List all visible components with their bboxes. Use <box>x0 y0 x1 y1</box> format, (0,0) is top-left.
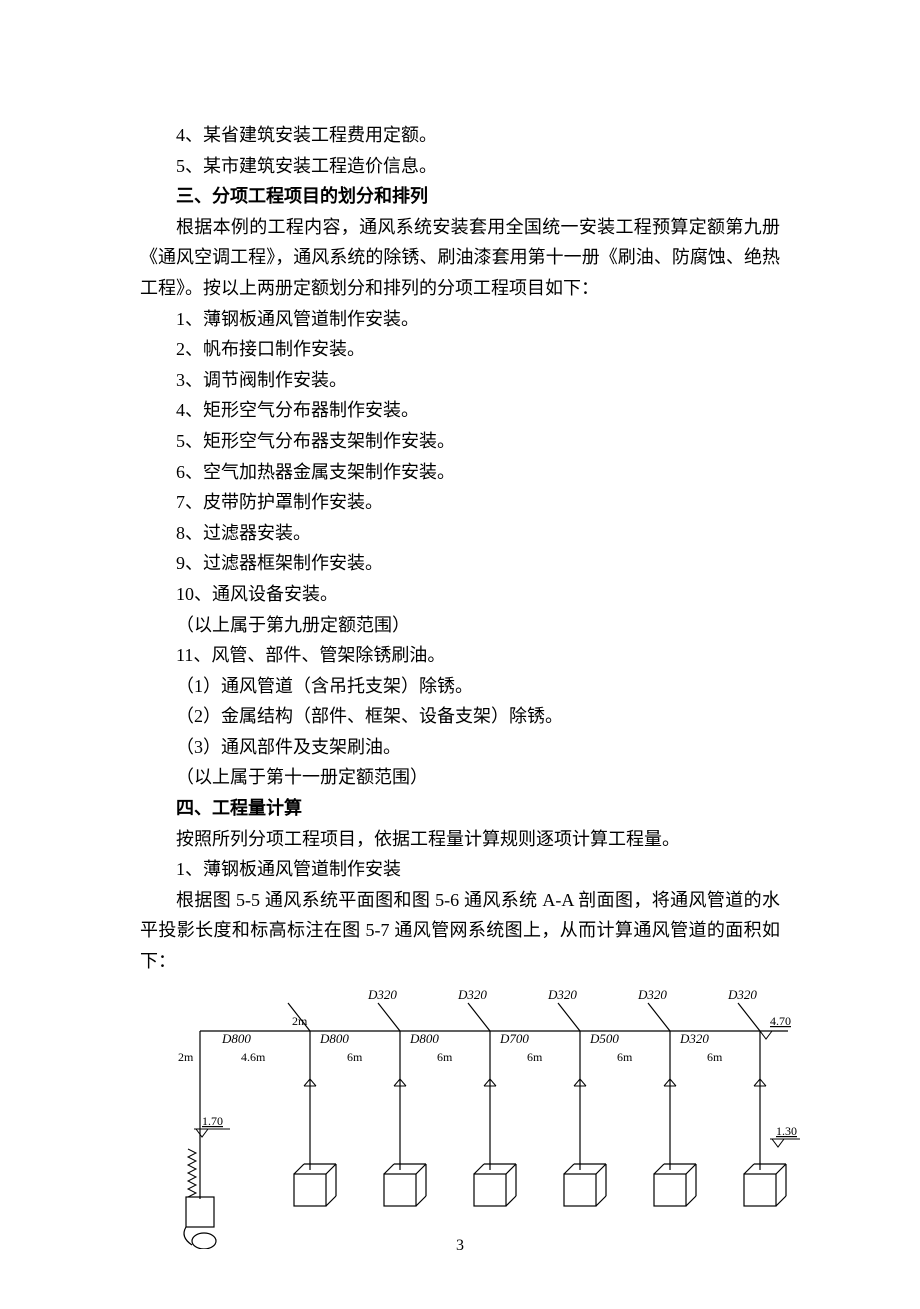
svg-text:D320: D320 <box>679 1031 709 1046</box>
s3-item-1: 1、薄钢板通风管道制作安装。 <box>140 304 780 335</box>
svg-text:6m: 6m <box>347 1050 363 1064</box>
s3-item-9: 9、过滤器框架制作安装。 <box>140 548 780 579</box>
svg-text:D800: D800 <box>221 1031 251 1046</box>
svg-text:D320: D320 <box>547 989 577 1002</box>
pre-item-4: 4、某省建筑安装工程费用定额。 <box>140 120 780 151</box>
svg-text:D320: D320 <box>457 989 487 1002</box>
svg-text:4.70: 4.70 <box>770 1014 791 1028</box>
s3-note-1: （以上属于第九册定额范围） <box>140 610 780 641</box>
svg-text:D500: D500 <box>589 1031 619 1046</box>
s3-item-8: 8、过滤器安装。 <box>140 518 780 549</box>
svg-text:1.30: 1.30 <box>776 1124 797 1138</box>
svg-text:D320: D320 <box>367 989 397 1002</box>
svg-text:1.70: 1.70 <box>202 1114 223 1128</box>
svg-text:D700: D700 <box>499 1031 529 1046</box>
s3-sub-1: （1）通风管道（含吊托支架）除锈。 <box>140 671 780 702</box>
svg-text:D800: D800 <box>409 1031 439 1046</box>
page-number: 3 <box>0 1237 920 1255</box>
svg-text:4.6m: 4.6m <box>241 1050 266 1064</box>
s3-item-2: 2、帆布接口制作安装。 <box>140 334 780 365</box>
s4-body-3: 根据图 5-5 通风系统平面图和图 5-6 通风系统 A-A 剖面图，将通风管道… <box>140 885 780 977</box>
s3-sub-2: （2）金属结构（部件、框架、设备支架）除锈。 <box>140 701 780 732</box>
s3-sub-3: （3）通风部件及支架刷油。 <box>140 732 780 763</box>
s4-body-1: 按照所列分项工程项目，依据工程量计算规则逐项计算工程量。 <box>140 824 780 855</box>
pre-item-5: 5、某市建筑安装工程造价信息。 <box>140 151 780 182</box>
svg-text:6m: 6m <box>527 1050 543 1064</box>
s3-item-5: 5、矩形空气分布器支架制作安装。 <box>140 426 780 457</box>
svg-text:2m: 2m <box>292 1014 308 1028</box>
s3-note-2: （以上属于第十一册定额范围） <box>140 762 780 793</box>
s3-item-3: 3、调节阀制作安装。 <box>140 365 780 396</box>
s3-item-6: 6、空气加热器金属支架制作安装。 <box>140 457 780 488</box>
s3-item-4: 4、矩形空气分布器制作安装。 <box>140 395 780 426</box>
ventilation-diagram: 4.702m4.6m6m6m6m6m6mD800D800D800D700D500… <box>140 989 780 1249</box>
svg-text:D800: D800 <box>319 1031 349 1046</box>
section-3-intro: 根据本例的工程内容，通风系统安装套用全国统一安装工程预算定额第九册《通风空调工程… <box>140 212 780 304</box>
svg-text:D320: D320 <box>727 989 757 1002</box>
s3-item-10: 10、通风设备安装。 <box>140 579 780 610</box>
svg-text:6m: 6m <box>707 1050 723 1064</box>
svg-text:6m: 6m <box>437 1050 453 1064</box>
section-4-heading: 四、工程量计算 <box>140 793 780 824</box>
svg-text:6m: 6m <box>617 1050 633 1064</box>
svg-text:D320: D320 <box>637 989 667 1002</box>
s3-item-11: 11、风管、部件、管架除锈刷油。 <box>140 640 780 671</box>
section-3-heading: 三、分项工程项目的划分和排列 <box>140 181 780 212</box>
s4-body-2: 1、薄钢板通风管道制作安装 <box>140 854 780 885</box>
svg-text:2m: 2m <box>178 1050 194 1064</box>
s3-item-7: 7、皮带防护罩制作安装。 <box>140 487 780 518</box>
